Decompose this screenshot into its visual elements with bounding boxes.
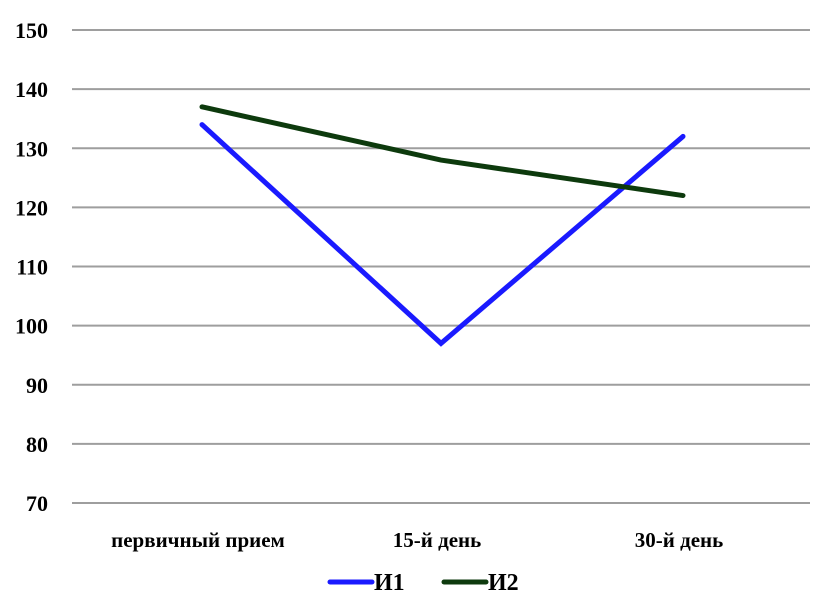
y-tick-label: 100 (15, 314, 48, 339)
y-tick-label: 70 (26, 491, 48, 516)
y-tick-label: 90 (26, 373, 48, 398)
legend-label-2: И2 (488, 570, 519, 596)
series-line-1 (202, 125, 683, 344)
y-tick-label: 150 (15, 18, 48, 43)
y-axis-ticks: 70 80 90 100 110 120 130 140 150 (15, 18, 48, 516)
x-axis-ticks: первичный прием 15-й день 30-й день (111, 528, 723, 552)
legend-label-1: И1 (374, 570, 405, 596)
x-tick-label: 30-й день (635, 528, 724, 552)
gridlines (72, 30, 810, 503)
y-tick-label: 80 (26, 432, 48, 457)
series-line-2 (202, 107, 683, 196)
y-tick-label: 120 (15, 195, 48, 220)
y-tick-label: 110 (16, 255, 48, 280)
x-tick-label: первичный прием (111, 528, 285, 552)
y-tick-label: 130 (15, 136, 48, 161)
series-lines (202, 107, 683, 344)
legend: И1 И2 (330, 570, 519, 596)
x-tick-label: 15-й день (393, 528, 482, 552)
y-tick-label: 140 (15, 77, 48, 102)
